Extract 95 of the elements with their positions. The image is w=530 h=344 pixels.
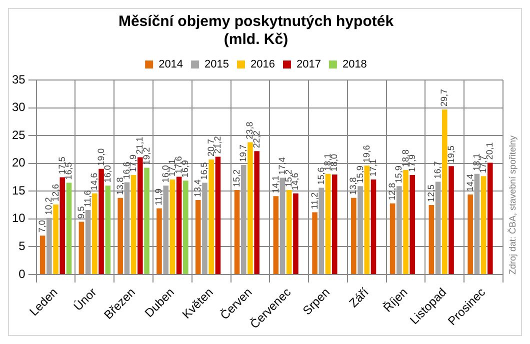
data-label: 13,8 xyxy=(114,177,125,195)
data-label: 14,6 xyxy=(290,172,300,190)
bar xyxy=(156,208,162,274)
bar xyxy=(390,203,396,274)
chart-title: Měsíční objemy poskytnutých hypoték (mld. Kč) xyxy=(118,13,394,48)
data-label: 19,7 xyxy=(238,144,248,162)
y-tick-label: 5 xyxy=(18,239,26,254)
data-label: 29,7 xyxy=(439,88,450,106)
bar xyxy=(254,151,260,274)
bar xyxy=(144,168,150,274)
bar xyxy=(215,156,221,274)
bar xyxy=(202,182,208,274)
data-label: 9,5 xyxy=(76,206,86,219)
data-label: 19,0 xyxy=(96,148,106,166)
data-label: 11,6 xyxy=(82,190,93,208)
bar xyxy=(248,142,253,274)
data-label: 18,0 xyxy=(329,154,340,172)
bar xyxy=(53,204,58,274)
y-tick-label: 20 xyxy=(12,156,26,170)
bar xyxy=(410,175,416,274)
y-tick-label: 0 xyxy=(18,266,26,281)
bar xyxy=(286,190,292,274)
legend-label: 2014 xyxy=(158,58,184,71)
bar xyxy=(208,159,214,274)
data-label: 15,6 xyxy=(316,167,326,185)
data-label: 15,2 xyxy=(231,170,242,188)
data-label: 11,9 xyxy=(154,188,164,206)
bar xyxy=(293,193,298,274)
bar xyxy=(332,174,338,274)
bar xyxy=(273,196,279,274)
bar xyxy=(488,162,493,274)
data-label: 15,9 xyxy=(394,166,404,184)
data-label: 16,0 xyxy=(102,165,112,183)
bar xyxy=(312,212,318,274)
data-label: 16,7 xyxy=(432,161,443,179)
data-label: 14,1 xyxy=(270,176,280,194)
text: Zdroj dat: ČBA, stavební spořitelny xyxy=(507,134,518,274)
bar xyxy=(442,109,448,274)
data-label: 16,5 xyxy=(199,162,210,180)
bar xyxy=(138,157,143,274)
y-tick-label: 10 xyxy=(12,211,26,226)
bar xyxy=(234,190,240,274)
legend-label: 2017 xyxy=(296,58,321,71)
bar xyxy=(280,178,286,274)
bar xyxy=(240,165,246,274)
data-label: 19,5 xyxy=(446,146,456,164)
bar xyxy=(351,198,356,274)
legend-label: 2016 xyxy=(250,58,275,71)
bar xyxy=(118,198,123,274)
bar xyxy=(480,176,486,274)
bar xyxy=(183,180,188,274)
data-label: 17,4 xyxy=(276,157,287,175)
y-tick-label: 25 xyxy=(12,128,26,142)
bar xyxy=(468,194,473,274)
legend-label: 2018 xyxy=(342,58,367,71)
bar xyxy=(170,179,176,274)
legend-label: 2015 xyxy=(204,58,230,71)
bar xyxy=(60,177,66,274)
data-label: 14,6 xyxy=(89,172,100,190)
data-label: 7,0 xyxy=(37,220,48,233)
bar xyxy=(105,186,111,274)
bar xyxy=(403,170,408,274)
bar xyxy=(46,218,52,274)
bar xyxy=(396,186,402,274)
bar xyxy=(370,179,376,274)
bar xyxy=(358,186,363,274)
data-label: 12,5 xyxy=(426,184,436,202)
bar xyxy=(318,188,324,274)
bar xyxy=(448,166,454,274)
data-label: 16,0 xyxy=(160,165,170,183)
data-label: 12,8 xyxy=(387,182,398,200)
bar xyxy=(195,200,201,274)
data-label: 19,6 xyxy=(361,145,372,163)
bar xyxy=(176,176,182,274)
y-tick-label: 35 xyxy=(12,72,26,86)
y-tick-label: 30 xyxy=(12,100,26,114)
bar xyxy=(325,174,331,274)
bar xyxy=(124,182,130,274)
bar xyxy=(66,182,72,274)
data-label: 11,2 xyxy=(309,192,320,210)
bar xyxy=(364,166,370,274)
data-label: 14,4 xyxy=(464,174,475,192)
bar xyxy=(428,205,434,274)
data-label: 13,4 xyxy=(192,180,203,198)
bar xyxy=(98,168,104,274)
bar xyxy=(85,210,91,274)
bar xyxy=(163,186,168,274)
bar xyxy=(40,236,46,274)
bar xyxy=(130,175,136,274)
y-tick-label: 15 xyxy=(12,183,26,198)
bar xyxy=(92,193,98,274)
bar xyxy=(435,182,441,274)
bar xyxy=(474,174,480,274)
bar xyxy=(78,222,84,274)
data-label: 18,8 xyxy=(400,149,410,168)
